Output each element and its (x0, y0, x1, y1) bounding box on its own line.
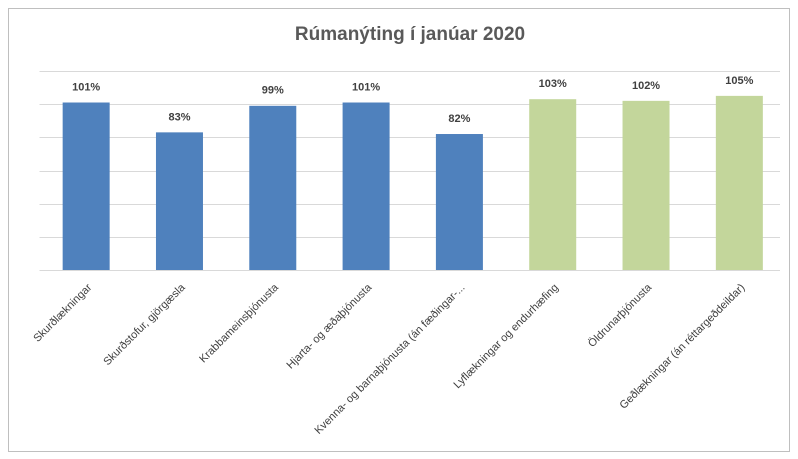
data-label: 105% (725, 75, 753, 87)
bar (435, 134, 483, 270)
data-label: 99% (262, 85, 284, 97)
data-label: 82% (448, 113, 470, 125)
bar (715, 95, 763, 270)
bar (62, 102, 110, 270)
bar (622, 100, 670, 270)
data-label: 102% (632, 80, 660, 92)
data-label: 103% (539, 78, 567, 90)
data-label: 83% (168, 111, 190, 123)
data-label: 101% (352, 81, 380, 93)
bar (249, 105, 297, 270)
bar (155, 132, 203, 270)
bar (529, 99, 577, 270)
chart-title: Rúmanýting í janúar 2020 (295, 24, 525, 45)
bar (342, 102, 390, 270)
data-label: 101% (72, 81, 100, 93)
chart-frame (8, 8, 790, 452)
